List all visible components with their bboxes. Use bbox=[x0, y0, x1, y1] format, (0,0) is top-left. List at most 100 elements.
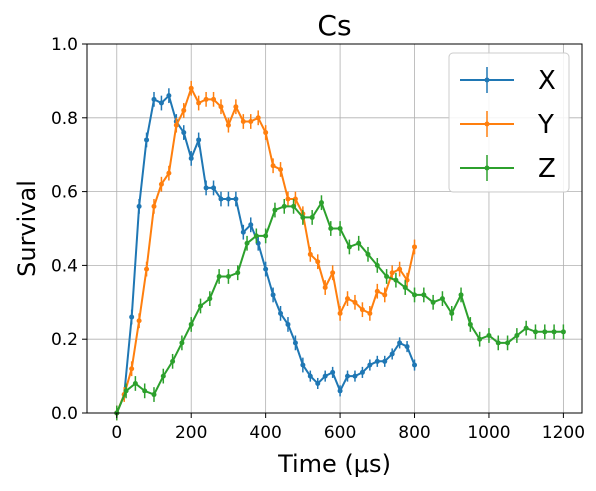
data-point bbox=[123, 388, 129, 394]
y-tick-label: 0.2 bbox=[51, 330, 78, 350]
data-point bbox=[330, 270, 336, 276]
data-point bbox=[439, 296, 445, 302]
data-point bbox=[188, 321, 194, 327]
data-point bbox=[142, 388, 148, 394]
legend-label: Y bbox=[537, 110, 554, 140]
data-point bbox=[374, 262, 380, 268]
legend-item-y: Y bbox=[460, 110, 554, 140]
data-point bbox=[207, 296, 213, 302]
x-tick-label: 400 bbox=[249, 423, 281, 443]
data-point bbox=[188, 155, 194, 161]
data-point bbox=[179, 340, 185, 346]
data-point bbox=[404, 344, 410, 350]
data-point bbox=[486, 333, 492, 339]
data-point bbox=[367, 310, 373, 316]
data-point bbox=[158, 100, 164, 106]
data-point bbox=[181, 107, 187, 113]
data-point bbox=[315, 259, 321, 265]
data-point bbox=[421, 292, 427, 298]
data-point bbox=[352, 299, 358, 305]
x-tick-label: 1200 bbox=[542, 423, 585, 443]
data-point bbox=[458, 292, 464, 298]
data-point bbox=[402, 285, 408, 291]
data-point bbox=[359, 307, 365, 313]
y-tick-label: 1.0 bbox=[51, 35, 78, 55]
data-point bbox=[300, 214, 306, 220]
y-tick-label: 0.0 bbox=[51, 404, 78, 424]
data-point bbox=[367, 362, 373, 368]
data-point bbox=[412, 362, 418, 368]
data-point bbox=[211, 185, 217, 191]
y-tick-label: 0.4 bbox=[51, 256, 78, 276]
data-point bbox=[173, 122, 179, 128]
data-point bbox=[337, 226, 343, 231]
data-point bbox=[233, 196, 239, 202]
data-point bbox=[216, 273, 222, 279]
data-point bbox=[203, 185, 209, 191]
data-point bbox=[345, 296, 351, 302]
x-tick-label: 800 bbox=[398, 423, 430, 443]
data-point bbox=[263, 233, 269, 239]
data-point bbox=[225, 196, 231, 202]
data-point bbox=[160, 373, 166, 379]
data-point bbox=[240, 229, 246, 235]
data-point bbox=[523, 325, 529, 331]
data-point bbox=[255, 115, 261, 121]
data-point bbox=[278, 166, 284, 172]
legend-marker bbox=[484, 77, 490, 83]
legend-item-x: X bbox=[460, 66, 556, 96]
data-point bbox=[291, 203, 297, 209]
data-point bbox=[263, 130, 269, 136]
legend: XYZ bbox=[448, 52, 570, 193]
data-point bbox=[322, 373, 328, 379]
data-point bbox=[309, 214, 315, 220]
data-point bbox=[281, 203, 287, 209]
series-x bbox=[114, 88, 418, 417]
data-point bbox=[449, 310, 455, 316]
x-tick-label: 1000 bbox=[467, 423, 510, 443]
data-point bbox=[270, 292, 276, 298]
data-point bbox=[359, 369, 365, 375]
legend-label: X bbox=[538, 66, 556, 96]
data-point bbox=[430, 299, 436, 305]
data-point bbox=[356, 240, 362, 246]
plot-frame bbox=[86, 43, 583, 414]
data-point bbox=[315, 380, 321, 386]
data-point bbox=[170, 358, 176, 364]
data-point bbox=[218, 104, 224, 110]
data-point bbox=[505, 340, 511, 346]
data-point bbox=[322, 285, 328, 291]
data-point bbox=[542, 329, 548, 335]
data-point bbox=[240, 118, 246, 124]
data-point bbox=[196, 100, 202, 106]
legend-item-z: Z bbox=[460, 154, 556, 184]
data-point bbox=[374, 288, 380, 294]
data-point bbox=[346, 244, 352, 250]
data-point bbox=[384, 273, 390, 279]
data-point bbox=[307, 251, 313, 257]
data-point bbox=[244, 240, 250, 246]
y-tick-label: 0.8 bbox=[51, 109, 78, 129]
y-tick-label: 0.6 bbox=[51, 183, 78, 203]
data-point bbox=[235, 270, 241, 276]
legend-box bbox=[448, 52, 570, 193]
data-point bbox=[285, 196, 291, 202]
data-point bbox=[129, 366, 135, 372]
data-point bbox=[292, 340, 298, 346]
data-point bbox=[337, 310, 343, 316]
data-point bbox=[397, 340, 403, 346]
data-point bbox=[337, 388, 343, 394]
data-point bbox=[198, 303, 204, 309]
data-point bbox=[181, 130, 187, 136]
data-point bbox=[551, 329, 557, 335]
x-tick-label: 600 bbox=[324, 423, 356, 443]
data-point bbox=[393, 277, 399, 283]
data-point bbox=[495, 340, 501, 346]
data-point bbox=[225, 122, 231, 128]
data-point bbox=[203, 96, 209, 102]
data-point bbox=[225, 273, 231, 279]
legend-marker bbox=[484, 165, 490, 171]
x-tick-label: 200 bbox=[175, 423, 207, 443]
